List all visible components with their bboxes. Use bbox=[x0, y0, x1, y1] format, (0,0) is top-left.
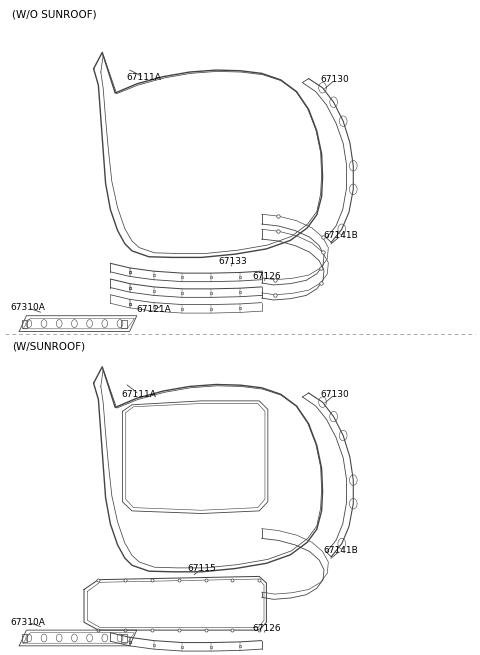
Text: 67111A: 67111A bbox=[122, 390, 156, 399]
Text: (W/SUNROOF): (W/SUNROOF) bbox=[12, 342, 85, 352]
Text: 67126: 67126 bbox=[252, 272, 281, 281]
Text: 67126: 67126 bbox=[252, 624, 281, 633]
Text: 67141B: 67141B bbox=[324, 231, 358, 240]
Text: (W/O SUNROOF): (W/O SUNROOF) bbox=[12, 10, 96, 20]
Text: 67141B: 67141B bbox=[324, 546, 358, 555]
Text: 67130: 67130 bbox=[321, 390, 349, 399]
Text: 67133: 67133 bbox=[218, 257, 247, 267]
Text: 67115: 67115 bbox=[187, 564, 216, 573]
Text: 67130: 67130 bbox=[321, 75, 349, 84]
Text: 67111A: 67111A bbox=[127, 73, 161, 82]
Text: 67121A: 67121A bbox=[136, 305, 171, 314]
Text: 67310A: 67310A bbox=[11, 618, 45, 627]
Text: 67310A: 67310A bbox=[11, 303, 45, 312]
